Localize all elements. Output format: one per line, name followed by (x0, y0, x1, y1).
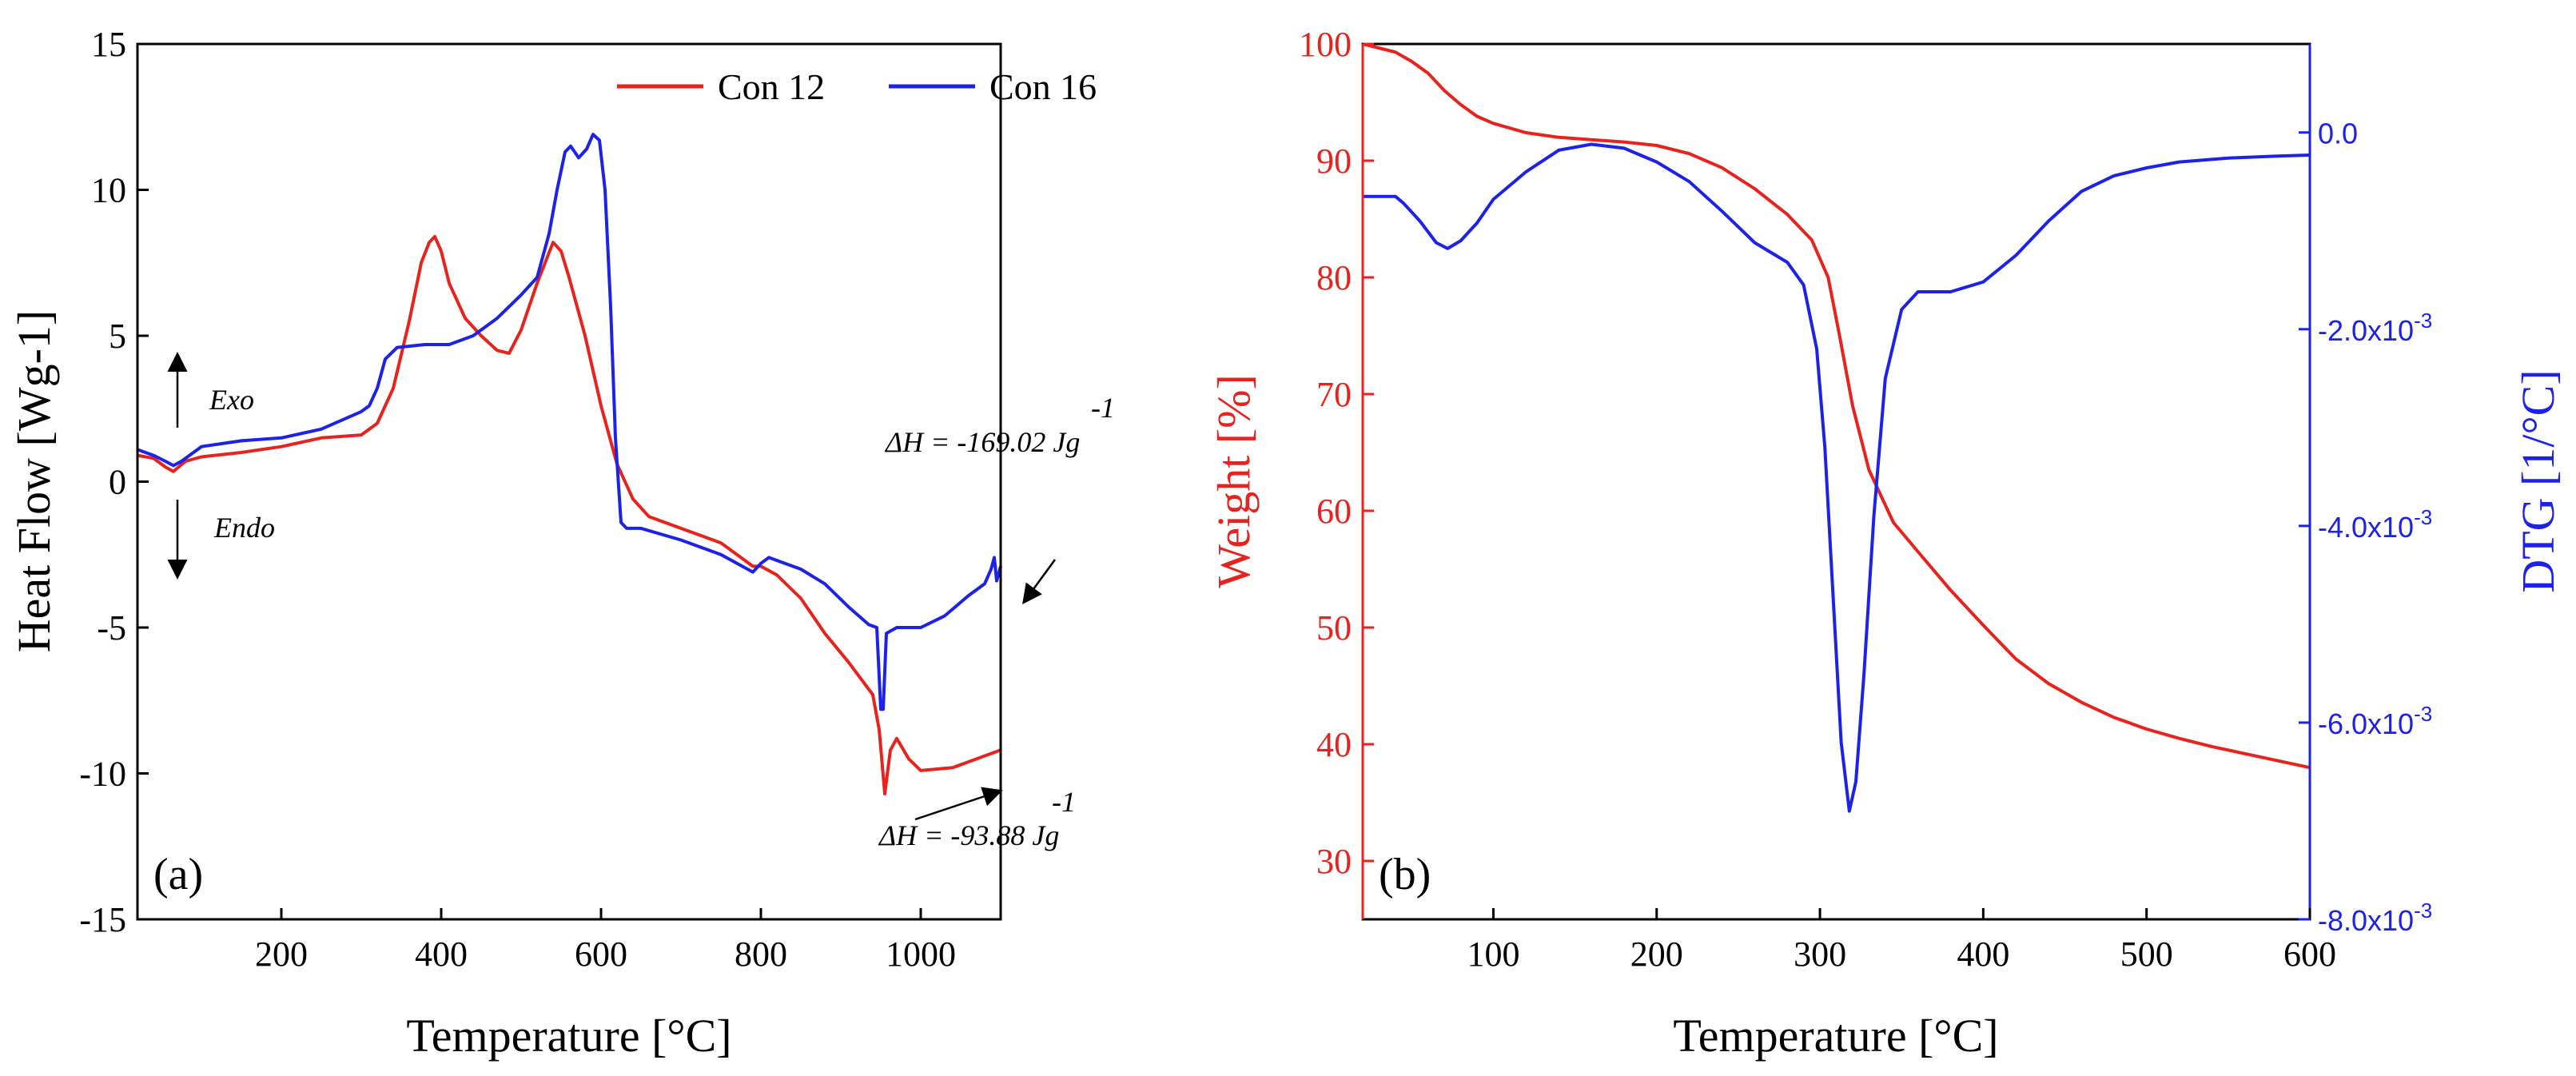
right-y-tick-label: -8.0x10-3 (2318, 899, 2432, 937)
panel-a-y-axis-title: Heat Flow [Wg-1] (8, 310, 60, 652)
panel-a-legend: Con 12 Con 16 (617, 66, 1097, 107)
panel-b-left-y-ticks: 100 90 80 70 60 50 40 30 (1299, 25, 1374, 881)
y-tick-label: 15 (91, 25, 126, 64)
left-y-tick-label: 60 (1316, 492, 1352, 531)
legend-label-con-12: Con 12 (718, 66, 825, 107)
panel-b-tga-dtg-chart: 100 200 300 400 500 600 100 90 80 70 60 50 40 30 0.0… (1208, 25, 2564, 1062)
exo-label: Exo (209, 384, 254, 416)
series-line-con-12 (137, 234, 1001, 795)
left-y-tick-label: 100 (1299, 25, 1352, 64)
exo-endo-indicator: Exo Endo (167, 352, 275, 580)
panel-b-left-y-axis-title: Weight [%] (1208, 374, 1260, 588)
series-line-weight (1362, 42, 2311, 770)
x-tick-label: 200 (1630, 935, 1683, 974)
panel-a-plot-frame (136, 42, 1002, 921)
panel-a-x-axis-title: Temperature [°C] (406, 1010, 731, 1062)
y-tick-label: 0 (109, 463, 126, 502)
x-tick-label: 300 (1794, 935, 1846, 974)
delta-h-con-16-text: ΔH = -169.02 Jg (884, 426, 1080, 458)
panel-b-x-ticks: 100 200 300 400 500 600 (1467, 908, 2336, 974)
panel-a-series-lines (137, 133, 1002, 795)
x-tick-label: 400 (415, 935, 468, 974)
left-y-tick-label: 40 (1316, 725, 1352, 764)
x-tick-label: 1000 (886, 935, 956, 974)
left-y-tick-label: 70 (1316, 375, 1352, 414)
right-y-tick-label: 0.0 (2318, 118, 2358, 150)
delta-h-con-16-superscript: -1 (1091, 392, 1115, 424)
y-tick-label: -10 (79, 755, 126, 794)
left-y-tick-label: 30 (1316, 842, 1352, 881)
x-tick-label: 200 (255, 935, 308, 974)
panel-b-label: (b) (1379, 850, 1431, 899)
panel-a-y-ticks: 15 10 5 0 -5 -10 -15 (79, 25, 149, 939)
x-tick-label: 100 (1467, 935, 1519, 974)
endo-label: Endo (213, 512, 275, 544)
right-y-tick-label: -4.0x10-3 (2318, 505, 2432, 544)
y-tick-label: -15 (79, 900, 126, 939)
x-tick-label: 400 (1957, 935, 2009, 974)
right-y-tick-exponent: -3 (2414, 899, 2432, 923)
panel-b-right-y-ticks: 0.0 -2.0x10-3 -4.0x10-3 -6.0x10-3 -8.0x10-3 (2299, 118, 2432, 937)
right-y-tick-label: -2.0x10-3 (2318, 309, 2432, 347)
panel-b-x-axis-title: Temperature [°C] (1673, 1010, 1998, 1062)
delta-h-con-12-superscript: -1 (1052, 786, 1076, 818)
right-y-tick-exponent: -3 (2414, 505, 2432, 529)
panel-b-plot-frame (1361, 42, 2311, 921)
right-y-tick-exponent: -3 (2414, 309, 2432, 333)
delta-h-annotation-con-16: ΔH = -169.02 Jg -1 (884, 392, 1115, 605)
left-y-tick-label: 80 (1316, 258, 1352, 297)
panel-b-series-lines (1362, 42, 2311, 813)
y-tick-label: 10 (91, 171, 126, 210)
panel-b-right-y-axis-title: DTG [1/°C] (2512, 369, 2564, 592)
panel-a-heat-flow-chart: 200 400 600 800 1000 15 10 5 0 -5 -10 -15 Temperat… (8, 25, 1115, 1062)
legend-label-con-16: Con 16 (989, 66, 1097, 107)
y-tick-label: -5 (97, 608, 126, 648)
delta-h-annotation-con-12: ΔH = -93.88 Jg -1 (878, 786, 1076, 851)
x-tick-label: 600 (575, 935, 627, 974)
right-y-tick-exponent: -3 (2414, 702, 2432, 726)
delta-h-con-12-text: ΔH = -93.88 Jg (878, 819, 1059, 851)
x-tick-label: 500 (2120, 935, 2173, 974)
series-line-dtg (1363, 142, 2311, 813)
series-line-con-16 (137, 133, 1002, 711)
x-tick-label: 600 (2283, 935, 2336, 974)
y-tick-label: 5 (109, 317, 126, 356)
panel-a-label: (a) (153, 850, 203, 899)
x-tick-label: 800 (735, 935, 787, 974)
right-y-tick-label: -6.0x10-3 (2318, 702, 2432, 740)
left-y-tick-label: 90 (1316, 141, 1352, 181)
delta-h-con-12-arrow (914, 787, 1003, 821)
left-y-tick-label: 50 (1316, 608, 1352, 648)
panel-a-x-ticks: 200 400 600 800 1000 (255, 908, 956, 974)
delta-h-con-16-arrow (1022, 559, 1057, 605)
